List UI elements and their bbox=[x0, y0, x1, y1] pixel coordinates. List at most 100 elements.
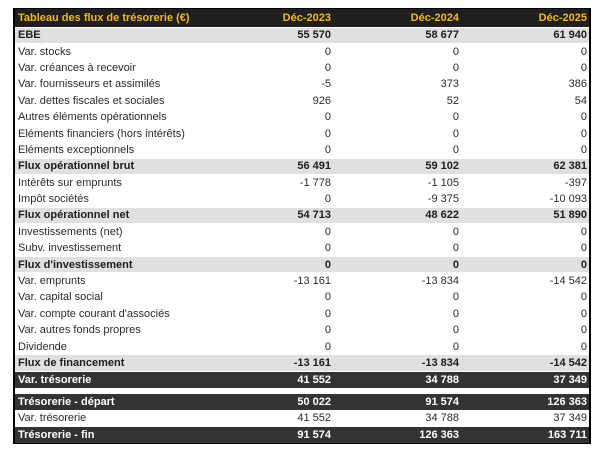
row-value: -10 093 bbox=[549, 193, 587, 206]
table-row: Var. capital social 0 0 0 bbox=[15, 289, 589, 307]
row-value: 54 bbox=[574, 94, 587, 107]
row-value: 0 bbox=[580, 324, 587, 337]
row-label: Investissements (net) bbox=[18, 225, 123, 238]
row-value: 0 bbox=[324, 111, 331, 124]
row-value: 0 bbox=[580, 258, 587, 271]
row-value: 58 677 bbox=[425, 29, 459, 42]
row-label: Flux de financement bbox=[18, 357, 125, 369]
row-value: 0 bbox=[452, 61, 459, 74]
row-value: 0 bbox=[452, 127, 459, 140]
row-value: 0 bbox=[324, 193, 331, 206]
row-value: 48 622 bbox=[425, 209, 459, 222]
row-label: Eléments exceptionnels bbox=[18, 143, 135, 156]
table-row: Var. emprunts -13 161 -13 834 -14 542 bbox=[15, 273, 589, 290]
row-label: Flux opérationnel net bbox=[18, 209, 130, 222]
table-body: EBE 55 570 58 677 61 940 Var. stocks 0 0 0 Var. … bbox=[15, 27, 589, 444]
row-value: -13 834 bbox=[421, 275, 459, 288]
table-row: Flux d'investissement 0 0 0 bbox=[15, 256, 589, 274]
row-value: 0 bbox=[324, 291, 331, 304]
row-value: 0 bbox=[324, 324, 331, 337]
row-value: -13 161 bbox=[293, 357, 331, 369]
table-row: Investissements (net) 0 0 0 bbox=[15, 224, 589, 241]
row-value: 0 bbox=[580, 340, 587, 353]
row-value: 37 349 bbox=[553, 412, 587, 425]
row-value: 0 bbox=[580, 307, 587, 320]
table-row: Flux opérationnel brut 56 491 59 102 62 381 bbox=[15, 158, 589, 176]
row-value: 0 bbox=[452, 143, 459, 156]
table-row: Dividende 0 0 0 bbox=[15, 338, 589, 356]
row-value: 0 bbox=[452, 225, 459, 238]
row-value: 0 bbox=[324, 225, 331, 238]
row-label: Var. fournisseurs et assimilés bbox=[18, 78, 161, 91]
table-row: Autres éléments opérationnels 0 0 0 bbox=[15, 109, 589, 126]
table-row: Var. trésorerie 41 552 34 788 37 349 bbox=[15, 371, 589, 389]
column-header-dec-2023: Déc-2023 bbox=[282, 11, 331, 24]
row-value: 0 bbox=[580, 111, 587, 124]
table-row: Var. fournisseurs et assimilés -5 373 386 bbox=[15, 76, 589, 94]
row-label: Var. compte courant d'associés bbox=[18, 307, 170, 320]
row-value: -14 542 bbox=[549, 357, 587, 369]
row-label: Autres éléments opérationnels bbox=[18, 111, 167, 124]
table-row: Impôt sociétés 0 -9 375 -10 093 bbox=[15, 191, 589, 208]
row-value: -1 778 bbox=[299, 176, 331, 189]
row-label: Trésorerie - départ bbox=[18, 396, 115, 409]
row-value: 54 713 bbox=[297, 209, 331, 222]
row-value: 55 570 bbox=[297, 29, 331, 42]
row-value: 91 574 bbox=[297, 429, 331, 442]
row-value: 0 bbox=[452, 291, 459, 304]
row-value: 0 bbox=[452, 45, 459, 58]
row-value: 34 788 bbox=[425, 412, 459, 425]
row-value: 0 bbox=[324, 127, 331, 140]
row-value: 0 bbox=[324, 61, 331, 74]
row-value: -13 834 bbox=[421, 357, 459, 369]
row-value: 0 bbox=[580, 45, 587, 58]
row-value: 52 bbox=[446, 94, 459, 107]
row-value: 386 bbox=[568, 78, 587, 91]
row-value: 91 574 bbox=[425, 396, 459, 409]
row-label: Impôt sociétés bbox=[18, 193, 89, 206]
row-value: 56 491 bbox=[297, 160, 331, 173]
row-value: -397 bbox=[564, 176, 587, 189]
table-row: Var. dettes fiscales et sociales 926 52 54 bbox=[15, 93, 589, 110]
row-label: Var. dettes fiscales et sociales bbox=[18, 94, 165, 107]
row-value: 0 bbox=[452, 307, 459, 320]
table-row: Trésorerie - départ 50 022 91 574 126 363 bbox=[15, 394, 589, 411]
row-value: 373 bbox=[440, 78, 459, 91]
row-label: Var. stocks bbox=[18, 45, 71, 58]
row-label: Var. capital social bbox=[18, 291, 103, 304]
row-value: 0 bbox=[324, 45, 331, 58]
row-label: Trésorerie - fin bbox=[18, 429, 95, 442]
row-value: 51 890 bbox=[553, 209, 587, 222]
row-value: 0 bbox=[580, 61, 587, 74]
row-value: 41 552 bbox=[297, 412, 331, 425]
table-row: Trésorerie - fin 91 574 126 363 163 711 bbox=[15, 426, 589, 444]
row-value: 126 363 bbox=[419, 429, 459, 442]
table-title: Tableau des flux de trésorerie (€) bbox=[18, 11, 190, 24]
row-value: 0 bbox=[580, 291, 587, 304]
row-value: 0 bbox=[452, 340, 459, 353]
row-value: -13 161 bbox=[293, 275, 331, 288]
row-value: 34 788 bbox=[425, 373, 459, 386]
row-label: Var. emprunts bbox=[18, 275, 86, 288]
row-value: 0 bbox=[324, 143, 331, 156]
table-row: Eléments financiers (hors intérêts) 0 0 0 bbox=[15, 125, 589, 143]
row-value: 37 349 bbox=[553, 373, 587, 386]
row-label: Var. trésorerie bbox=[18, 412, 87, 425]
row-value: 0 bbox=[452, 111, 459, 124]
row-value: 50 022 bbox=[297, 396, 331, 409]
row-value: 41 552 bbox=[297, 373, 331, 386]
row-label: Eléments financiers (hors intérêts) bbox=[18, 127, 185, 140]
row-label: EBE bbox=[18, 29, 41, 42]
row-value: 0 bbox=[324, 258, 331, 271]
row-value: 0 bbox=[452, 258, 459, 271]
column-header-dec-2025: Déc-2025 bbox=[538, 11, 587, 24]
row-value: 0 bbox=[452, 242, 459, 255]
column-header-dec-2024: Déc-2024 bbox=[410, 11, 459, 24]
row-label: Flux opérationnel brut bbox=[18, 160, 135, 173]
row-label: Subv. investissement bbox=[18, 242, 122, 255]
table-row: Intérêts sur emprunts -1 778 -1 105 -397 bbox=[15, 175, 589, 192]
cash-flow-table: Tableau des flux de trésorerie (€) Déc-2… bbox=[13, 8, 591, 445]
row-value: 0 bbox=[580, 127, 587, 140]
table-row: Var. trésorerie 41 552 34 788 37 349 bbox=[15, 410, 589, 427]
row-value: 0 bbox=[452, 324, 459, 337]
